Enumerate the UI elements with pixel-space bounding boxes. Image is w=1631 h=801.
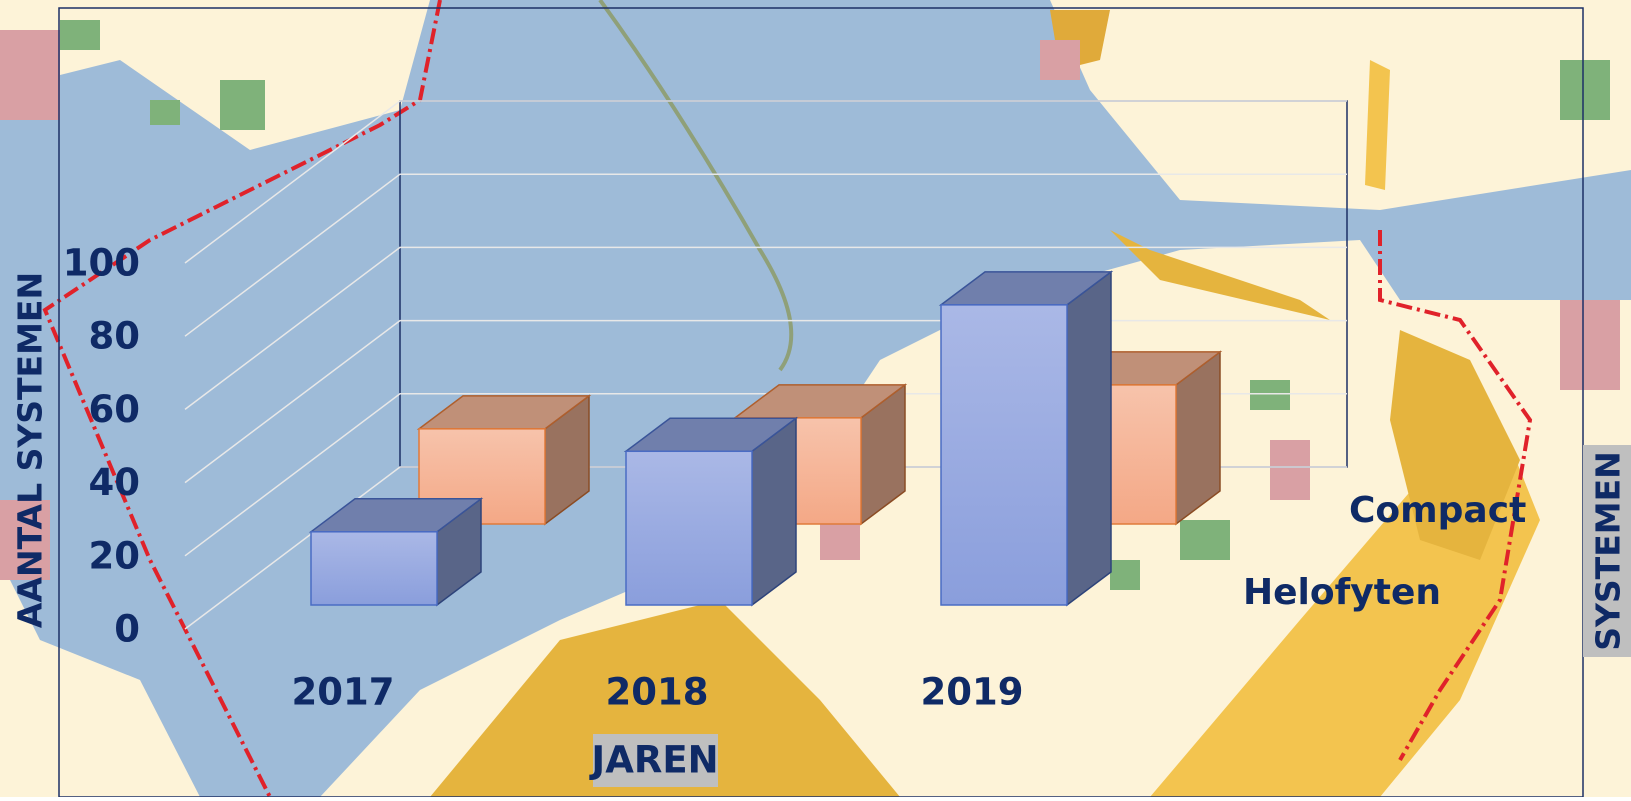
annotation-box (1583, 445, 1631, 657)
legend-entry: Helofyten (1243, 572, 1441, 613)
x-tick-label: 2019 (921, 671, 1024, 714)
y-tick-label: 20 (89, 534, 141, 577)
bar (940, 304, 1068, 606)
y-tick-label: 80 (89, 315, 141, 358)
y-tick-label: 60 (89, 388, 141, 431)
grid-line (184, 173, 1347, 337)
y-tick-label: 40 (89, 461, 141, 504)
y-axis-label: AANTAL SYSTEMEN (11, 272, 50, 628)
x-axis-label: JAREN (588, 739, 718, 782)
bar-side (1066, 270, 1112, 607)
x-label-box (593, 734, 718, 787)
grid-line (184, 246, 1347, 410)
grid-line (184, 100, 1347, 264)
y-tick-label: 100 (63, 242, 140, 285)
bar (625, 450, 753, 606)
y-tick-label: 0 (114, 608, 140, 651)
annotation: SYSTEMEN (1589, 451, 1628, 650)
bar (310, 531, 438, 606)
x-tick-label: 2017 (292, 671, 395, 714)
legend-entry: Compact (1349, 490, 1526, 531)
x-tick-label: 2018 (606, 671, 709, 714)
